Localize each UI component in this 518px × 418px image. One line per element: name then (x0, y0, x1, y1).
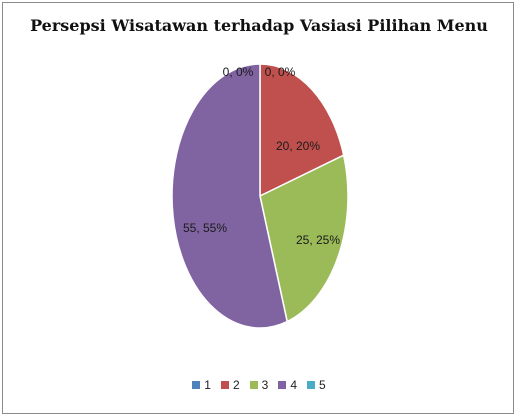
legend-swatch-4 (278, 381, 287, 389)
legend-label-1: 1 (204, 378, 211, 392)
legend-label-2: 2 (232, 378, 240, 392)
legend-swatch-5 (307, 381, 316, 389)
legend-item-2: 2 (220, 378, 240, 392)
legend-label-4: 4 (290, 378, 298, 392)
pie-slice-2 (259, 63, 345, 198)
pie-slice-3 (259, 154, 349, 323)
data-label-5: 0, 0% (265, 65, 296, 79)
chart-legend: 1 2 3 4 5 (0, 378, 518, 392)
legend-item-5: 5 (307, 378, 326, 392)
legend-item-3: 3 (249, 378, 269, 392)
chart-title: Persepsi Wisatawan terhadap Vasiasi Pili… (30, 16, 488, 35)
legend-swatch-3 (249, 381, 258, 389)
legend-item-1: 1 (192, 378, 211, 392)
data-label-3: 25, 25% (296, 233, 340, 247)
legend-swatch-2 (220, 381, 229, 389)
legend-item-4: 4 (278, 378, 297, 392)
pie-slice-4 (171, 63, 289, 329)
legend-swatch-1 (192, 381, 201, 389)
legend-label-5: 5 (319, 378, 326, 392)
data-label-1: 0, 0% (223, 65, 254, 79)
data-label-2: 20, 20% (276, 139, 320, 153)
legend-label-3: 3 (261, 378, 269, 392)
data-label-4: 55, 55% (183, 221, 227, 235)
